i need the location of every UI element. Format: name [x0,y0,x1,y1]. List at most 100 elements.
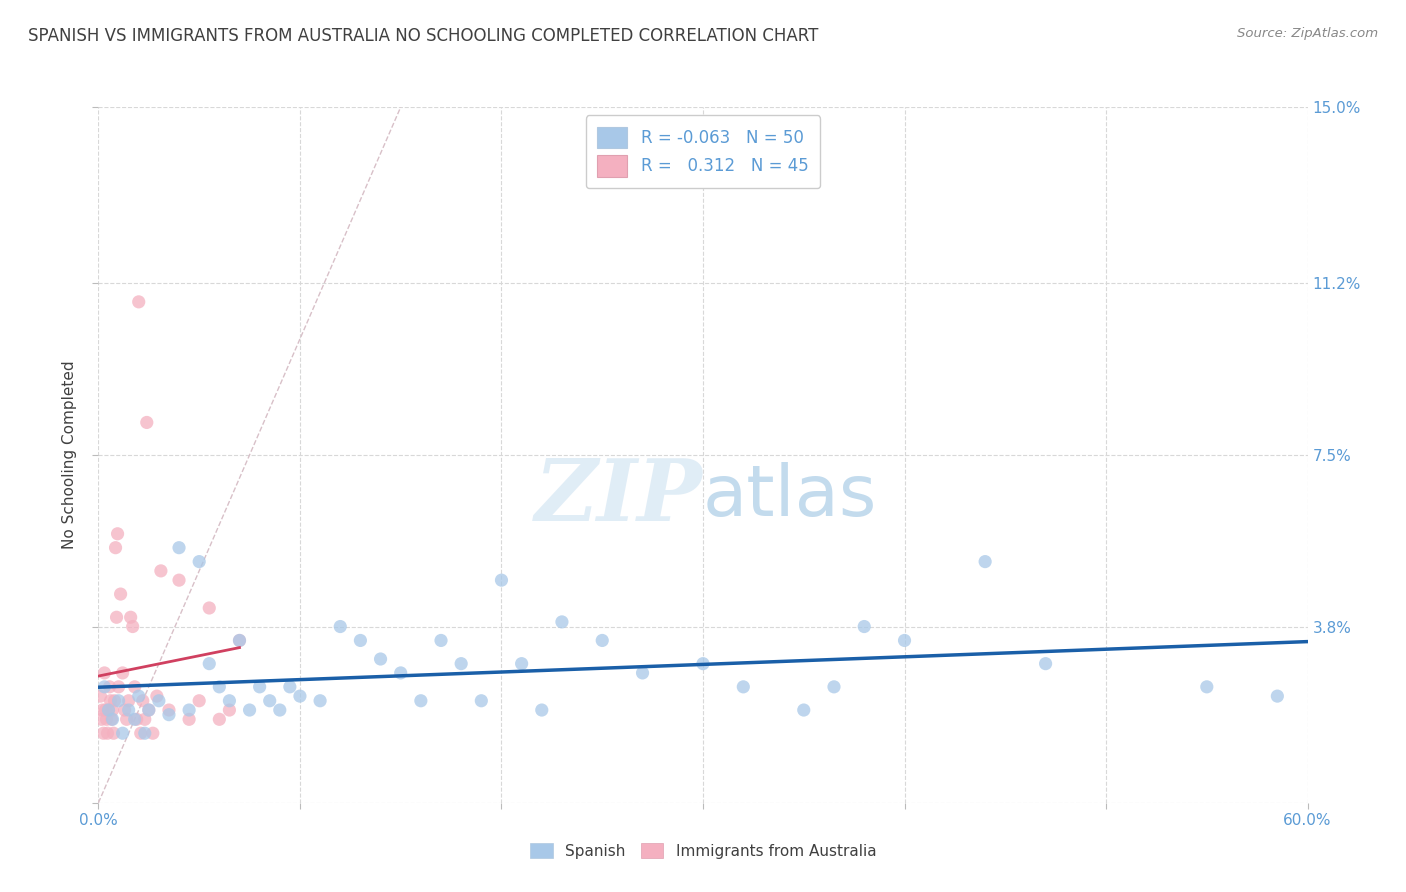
Point [107,694,129,708]
Point [198,601,221,615]
Point [218,703,240,717]
Point [974,555,997,569]
Point [733,680,755,694]
Point [259,694,281,708]
Point [692,657,714,671]
Point [93,680,115,694]
Point [98,680,121,694]
Point [101,712,124,726]
Point [138,703,160,717]
Point [249,680,271,694]
Text: ZIP: ZIP [536,455,703,539]
Point [135,416,157,430]
Point [389,665,412,680]
Point [124,680,146,694]
Point [146,689,169,703]
Point [101,703,124,717]
Point [349,633,371,648]
Point [239,703,262,717]
Point [120,610,142,624]
Point [188,555,211,569]
Point [124,712,146,726]
Point [288,689,311,703]
Point [510,657,533,671]
Point [125,712,148,726]
Point [104,541,127,555]
Point [129,726,152,740]
Point [793,703,815,717]
Point [94,703,117,717]
Point [430,633,453,648]
Point [114,703,136,717]
Point [1267,689,1289,703]
Point [121,619,143,633]
Point [228,633,250,648]
Text: SPANISH VS IMMIGRANTS FROM AUSTRALIA NO SCHOOLING COMPLETED CORRELATION CHART: SPANISH VS IMMIGRANTS FROM AUSTRALIA NO … [28,27,818,45]
Point [218,694,240,708]
Point [96,726,118,740]
Point [90,712,112,726]
Point [97,703,120,717]
Point [128,294,150,309]
Point [118,703,141,717]
Point [149,564,172,578]
Point [128,689,150,703]
Point [188,694,211,708]
Point [132,694,155,708]
Point [198,657,221,671]
Point [591,633,613,648]
Point [893,633,915,648]
Point [179,703,201,717]
Point [470,694,492,708]
Point [110,587,132,601]
Legend: Spanish, Immigrants from Australia: Spanish, Immigrants from Australia [523,837,883,864]
Point [107,680,129,694]
Point [823,680,845,694]
Point [134,712,156,726]
Point [103,726,125,740]
Text: atlas: atlas [703,462,877,531]
Text: Source: ZipAtlas.com: Source: ZipAtlas.com [1237,27,1378,40]
Point [409,694,432,708]
Point [370,652,392,666]
Point [100,694,122,708]
Point [148,694,170,708]
Point [631,665,654,680]
Point [1195,680,1218,694]
Point [97,703,120,717]
Point [530,703,553,717]
Point [208,680,231,694]
Point [100,712,122,726]
Point [138,703,160,717]
Point [105,610,128,624]
Point [853,619,876,633]
Point [93,665,115,680]
Point [329,619,352,633]
Point [179,712,201,726]
Point [167,541,190,555]
Point [228,633,250,648]
Point [309,694,332,708]
Point [157,703,180,717]
Point [208,712,231,726]
Point [89,689,111,703]
Point [107,526,129,541]
Point [103,694,125,708]
Point [111,726,134,740]
Point [96,712,118,726]
Point [157,707,180,722]
Point [93,726,115,740]
Point [491,573,513,587]
Point [450,657,472,671]
Point [142,726,165,740]
Point [111,665,134,680]
Point [1035,657,1057,671]
Point [115,712,138,726]
Point [167,573,190,587]
Point [134,726,156,740]
Point [91,703,114,717]
Y-axis label: No Schooling Completed: No Schooling Completed [62,360,77,549]
Point [269,703,291,717]
Point [278,680,301,694]
Point [118,694,141,708]
